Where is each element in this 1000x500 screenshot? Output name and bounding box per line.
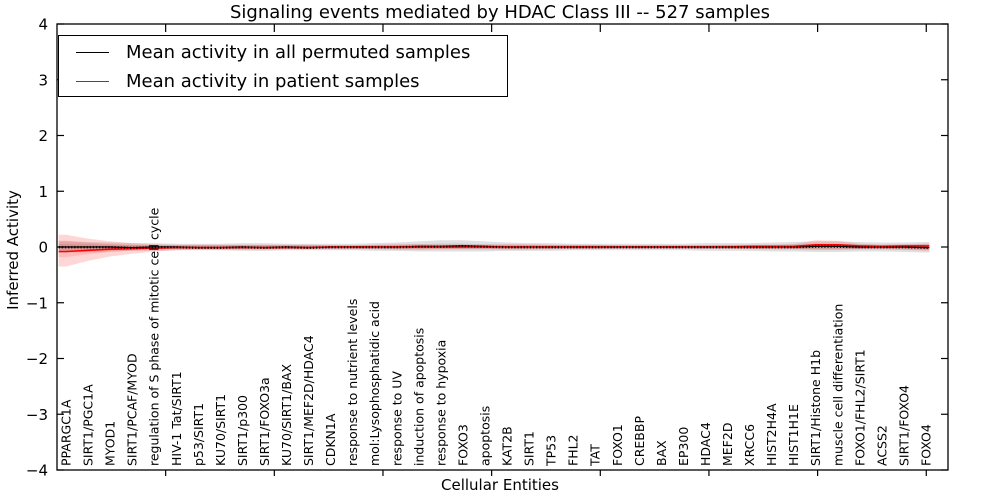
x-category-label: HIV-1 Tat/SIRT1 [169, 371, 184, 466]
x-category-label: CREBBP [632, 416, 647, 466]
x-category-label: FOXO3 [455, 424, 470, 466]
x-category-label: TAT [588, 444, 603, 467]
x-category-label: SIRT1/p300 [235, 395, 250, 466]
x-category-label: SIRT1/MEF2D/HDAC4 [301, 335, 316, 466]
x-category-label: MYOD1 [103, 421, 118, 466]
x-category-label: TP53 [544, 435, 559, 467]
y-tick-label: −1 [26, 294, 48, 312]
x-category-label: SIRT1 [522, 431, 537, 466]
x-category-label: response to hypoxia [433, 340, 448, 466]
x-category-label: PPARGC1A [59, 399, 74, 466]
x-category-label: EP300 [676, 427, 691, 466]
x-category-label: mol:Lysophosphatidic acid [367, 301, 382, 466]
x-category-label: FOXO4 [919, 424, 934, 466]
x-category-label: KU70/SIRT1 [213, 394, 228, 466]
y-tick-label: −3 [26, 406, 48, 424]
x-category-label: HIST2H4A [764, 403, 779, 466]
x-category-label: ACSS2 [874, 425, 889, 466]
x-category-label: SIRT1/PCAF/MYOD [125, 353, 140, 466]
permuted-line-swatch [76, 52, 109, 53]
x-category-label: KU70/SIRT1/BAX [279, 364, 294, 466]
x-category-label: KAT2B [500, 426, 515, 466]
x-category-label: p53/SIRT1 [191, 403, 206, 466]
y-tick-label: −2 [26, 350, 48, 368]
y-tick-label: 2 [38, 127, 48, 145]
y-axis-label: Inferred Activity [4, 190, 22, 310]
x-category-label: XRCC6 [742, 424, 757, 466]
x-category-label: FOXO1/FHL2/SIRT1 [852, 349, 867, 466]
y-tick-label: −4 [26, 462, 48, 480]
legend-item-label: Mean activity in all permuted samples [126, 42, 471, 63]
legend-item-label: Mean activity in patient samples [126, 71, 420, 92]
x-category-label: HIST1H1E [786, 404, 801, 466]
x-category-label: FOXO1 [610, 424, 625, 466]
x-category-label: regulation of S phase of mitotic cell cy… [147, 207, 162, 466]
permuted-sample-markers [58, 244, 930, 250]
legend: Mean activity in all permuted samples Me… [58, 35, 508, 97]
x-category-label: HDAC4 [698, 422, 713, 466]
x-category-label: CDKN1A [323, 413, 338, 466]
x-category-label: muscle cell differentiation [830, 304, 845, 466]
x-axis-label: Cellular Entities [441, 476, 559, 494]
x-category-label: response to nutrient levels [345, 299, 360, 466]
x-category-label: induction of apoptosis [411, 328, 426, 466]
x-category-label: response to UV [389, 371, 404, 466]
x-category-label: BAX [654, 440, 669, 466]
chart-title: Signaling events mediated by HDAC Class … [229, 2, 771, 23]
x-category-label: SIRT1/PGC1A [81, 384, 96, 466]
y-tick-label: 4 [38, 16, 48, 34]
y-tick-label: 3 [38, 71, 48, 89]
x-category-label: SIRT1/Histone H1b [808, 350, 823, 466]
legend-item: Mean activity in all permuted samples [59, 38, 507, 67]
x-category-label: SIRT1/FOXO3a [257, 377, 272, 466]
patient-line-swatch [76, 81, 109, 82]
x-category-label: SIRT1/FOXO4 [896, 385, 911, 466]
y-tick-label: 1 [38, 183, 48, 201]
y-tick-label: 0 [38, 239, 48, 257]
x-category-label: apoptosis [478, 406, 493, 466]
x-category-label: FHL2 [566, 434, 581, 466]
x-category-label: MEF2D [720, 423, 735, 466]
legend-item: Mean activity in patient samples [59, 67, 507, 96]
